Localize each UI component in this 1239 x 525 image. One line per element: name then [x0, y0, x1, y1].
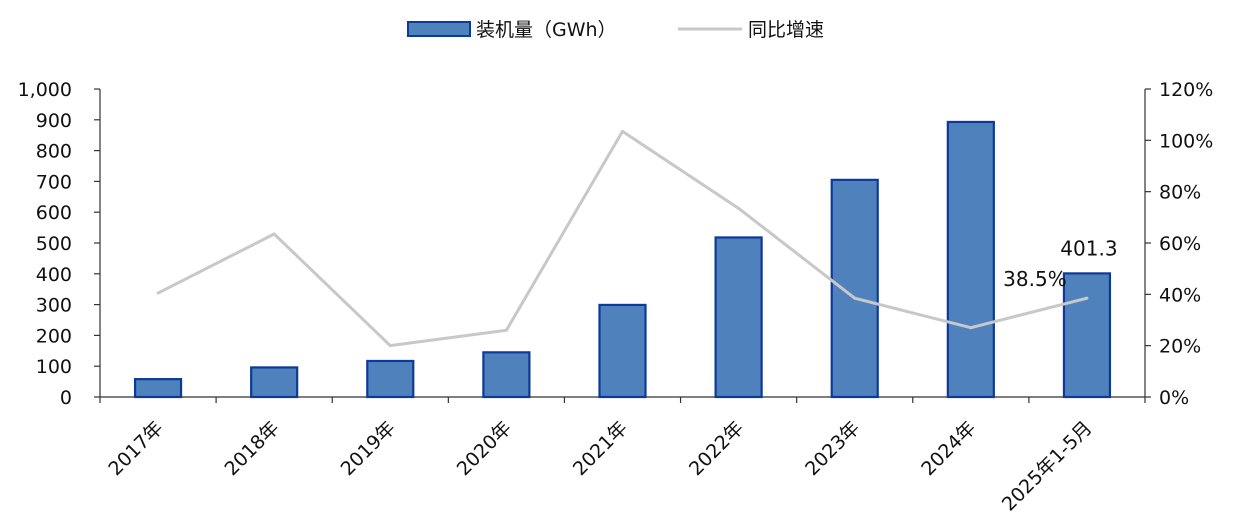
line-point — [969, 326, 973, 330]
y-left-tick-label: 1,000 — [18, 79, 72, 101]
bar — [598, 303, 647, 399]
y-right-tick-label: 40% — [1159, 284, 1201, 306]
line-point — [1085, 296, 1089, 300]
bar — [482, 351, 531, 399]
x-tick-label: 2018年 — [221, 417, 284, 480]
line-point — [156, 291, 160, 295]
x-tick-label: 2019年 — [337, 417, 400, 480]
line-point — [853, 296, 857, 300]
y-right-tick-label: 120% — [1159, 79, 1213, 101]
line-point — [272, 232, 276, 236]
y-left-tick-label: 600 — [36, 202, 72, 224]
x-tick-label: 2017年 — [104, 417, 167, 480]
y-left-tick-label: 400 — [36, 264, 72, 286]
y-left-tick-label: 300 — [36, 295, 72, 317]
y-left-tick-label: 800 — [36, 141, 72, 163]
line-point — [737, 206, 741, 210]
bar — [714, 236, 763, 399]
bar — [830, 178, 879, 399]
annotations: 401.3 38.5% — [1003, 236, 1117, 291]
bar-series — [133, 120, 1112, 399]
x-tick-label: 2024年 — [917, 417, 980, 480]
line-point — [388, 344, 392, 348]
y-right-tick-label: 80% — [1159, 182, 1201, 204]
y-left-tick-label: 900 — [36, 110, 72, 132]
y-left-tick-label: 200 — [36, 325, 72, 347]
legend-bar-label: 装机量（GWh） — [476, 19, 617, 41]
y-left-tick-label: 500 — [36, 233, 72, 255]
y-right-tick-label: 0% — [1159, 387, 1189, 409]
line-point — [504, 328, 508, 332]
bar — [946, 120, 995, 399]
bar — [133, 378, 183, 399]
y-left-tick-label: 100 — [36, 356, 72, 378]
legend-bar-swatch — [407, 21, 471, 37]
legend: 装机量（GWh） 同比增速 — [407, 19, 824, 41]
x-tick-label: 2020年 — [453, 417, 516, 480]
data-label: 38.5% — [1003, 267, 1067, 291]
line-series — [156, 129, 1089, 348]
x-tick-label: 2022年 — [685, 417, 748, 480]
x-tick-label: 2021年 — [569, 417, 632, 480]
bar — [1062, 272, 1112, 399]
y-right-tick-label: 20% — [1159, 336, 1201, 358]
y-left-tick-label: 0 — [60, 387, 72, 409]
x-tick-label: 2023年 — [801, 417, 864, 480]
x-tick-label: 2025年1-5月 — [998, 417, 1097, 516]
line-point — [621, 129, 624, 133]
y-left-tick-label: 700 — [36, 171, 72, 193]
bar — [250, 366, 299, 399]
y-right-tick-label: 100% — [1159, 130, 1213, 152]
y-right-tick-label: 60% — [1159, 233, 1201, 255]
legend-line-label: 同比增速 — [748, 19, 824, 41]
data-label: 401.3 — [1060, 236, 1117, 260]
bar — [366, 359, 415, 399]
